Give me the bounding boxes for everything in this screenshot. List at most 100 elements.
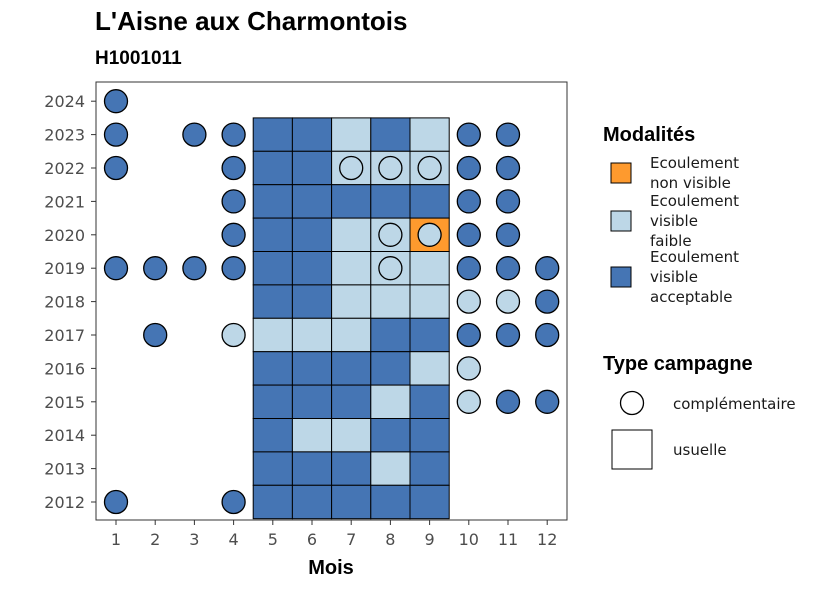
tile-2014-9 [409,418,450,453]
y-tick-label: 2023 [44,126,85,145]
point-2015-11 [495,389,521,414]
usuelle-tiles [252,117,450,520]
tile-2016-5 [252,351,293,386]
tile-2018-7 [331,284,372,319]
tile-2014-5 [252,418,293,453]
tile-2019-7 [331,251,372,286]
x-tick-label: 11 [498,530,518,549]
tile-2012-9 [409,484,450,520]
point-2020-11 [495,222,521,247]
point-2019-4 [221,256,246,281]
point-2024-1 [103,89,129,114]
y-tick-label: 2018 [44,293,85,312]
x-axis-title: Mois [308,557,354,579]
point-2023-11 [495,122,521,147]
tile-2019-6 [291,251,333,286]
legend-modalites-title: Modalités [603,124,695,146]
y-axis: 2012 2013 2014 2015 2016 2017 2018 2019 2020 2021… [44,92,96,512]
point-2018-11 [495,289,521,314]
legend-label-faible: visible [650,212,698,230]
point-2017-10 [456,322,481,348]
tile-2023-5 [252,117,293,152]
x-tick-label: 7 [346,530,356,549]
tile-2017-7 [331,317,372,353]
legend-key-circle [619,390,645,416]
y-tick-label: 2014 [44,426,85,445]
tile-2018-5 [252,284,293,319]
x-axis: 1 2 3 4 5 6 7 8 9 10 11 12 [111,520,557,549]
tile-2017-6 [291,317,333,353]
point-2020-4 [221,222,246,247]
point-2017-4 [221,322,246,348]
x-tick-label: 6 [307,530,317,549]
tile-2017-9 [409,317,450,353]
x-tick-label: 5 [268,530,278,549]
point-2022-7 [339,155,364,181]
legend-key-faible [610,210,632,232]
point-2019-1 [103,256,129,281]
legend-label-square: usuelle [673,441,727,459]
tile-2021-9 [409,184,450,219]
legend-label-faible: Ecoulement [650,192,739,210]
tile-2015-6 [291,384,333,420]
point-2012-4 [221,489,246,515]
y-tick-label: 2020 [44,226,85,245]
tile-2012-7 [331,484,372,520]
tile-2022-5 [252,150,293,186]
x-tick-label: 8 [385,530,395,549]
tile-2021-7 [331,184,372,219]
x-tick-label: 9 [425,530,435,549]
tile-2016-6 [291,351,333,386]
tile-2013-8 [370,451,411,486]
y-tick-label: 2016 [44,359,85,378]
point-2015-12 [535,389,560,414]
point-2017-2 [143,322,168,348]
point-2020-10 [456,222,481,247]
point-2022-8 [378,155,403,181]
point-2021-10 [456,189,481,214]
tile-2021-6 [291,184,333,219]
tile-2014-7 [331,418,372,453]
tile-2018-6 [291,284,333,319]
point-2023-10 [456,122,481,147]
tile-2013-6 [291,451,333,486]
chart-title: L'Aisne aux Charmontois [95,6,407,36]
point-2019-11 [495,256,521,281]
tile-2015-5 [252,384,293,420]
complementaire-points [103,89,560,515]
x-tick-label: 3 [189,530,199,549]
y-tick-label: 2022 [44,159,85,178]
legend-label-acceptable: acceptable [650,288,732,306]
point-2020-8 [378,222,403,247]
tile-2016-8 [370,351,411,386]
point-2022-10 [456,155,481,181]
legend-label-acceptable: visible [650,268,698,286]
tile-2013-5 [252,451,293,486]
point-2012-1 [103,489,129,515]
x-tick-label: 12 [537,530,557,549]
tile-2012-6 [291,484,333,520]
tile-2017-8 [370,317,411,353]
tile-2023-8 [370,117,411,152]
point-2022-9 [417,155,442,181]
y-tick-label: 2024 [44,92,85,111]
point-2023-1 [103,122,129,147]
legend-label-non_visible: Ecoulement [650,154,739,172]
legend-key-acceptable [610,266,632,288]
tile-2023-6 [291,117,333,152]
tile-2015-8 [370,384,411,420]
x-tick-label: 2 [150,530,160,549]
legend-type-campagne: Type campagne complémentaire usuelle [603,353,796,470]
legend-campagne-title: Type campagne [603,353,753,375]
tile-2021-8 [370,184,411,219]
tile-2017-5 [252,317,293,353]
tile-2020-6 [291,217,333,253]
tile-2018-8 [370,284,411,319]
y-tick-label: 2015 [44,393,85,412]
point-2023-3 [182,122,207,147]
point-2017-12 [535,322,560,348]
tile-2014-6 [291,418,333,453]
tile-2015-9 [409,384,450,420]
